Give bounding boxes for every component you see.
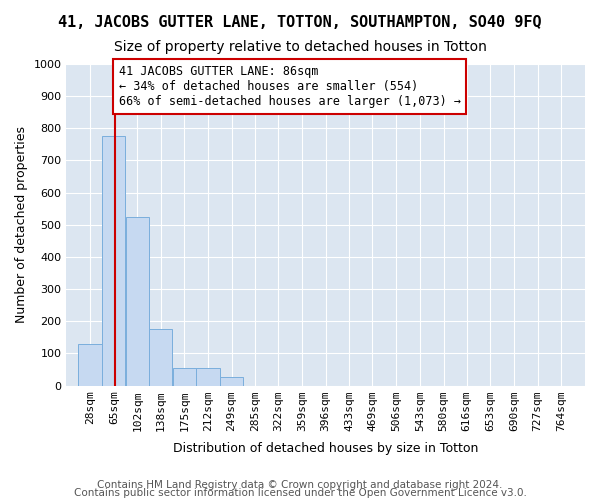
X-axis label: Distribution of detached houses by size in Totton: Distribution of detached houses by size … <box>173 442 478 455</box>
Y-axis label: Number of detached properties: Number of detached properties <box>15 126 28 324</box>
Bar <box>126 216 149 386</box>
Bar <box>102 136 125 386</box>
Text: Size of property relative to detached houses in Totton: Size of property relative to detached ho… <box>113 40 487 54</box>
Bar <box>220 378 243 386</box>
Bar <box>79 344 102 386</box>
Text: Contains public sector information licensed under the Open Government Licence v3: Contains public sector information licen… <box>74 488 526 498</box>
Bar <box>196 368 220 386</box>
Text: 41, JACOBS GUTTER LANE, TOTTON, SOUTHAMPTON, SO40 9FQ: 41, JACOBS GUTTER LANE, TOTTON, SOUTHAMP… <box>58 15 542 30</box>
Bar <box>173 368 196 386</box>
Bar <box>149 330 172 386</box>
Text: 41 JACOBS GUTTER LANE: 86sqm
← 34% of detached houses are smaller (554)
66% of s: 41 JACOBS GUTTER LANE: 86sqm ← 34% of de… <box>119 65 461 108</box>
Text: Contains HM Land Registry data © Crown copyright and database right 2024.: Contains HM Land Registry data © Crown c… <box>97 480 503 490</box>
